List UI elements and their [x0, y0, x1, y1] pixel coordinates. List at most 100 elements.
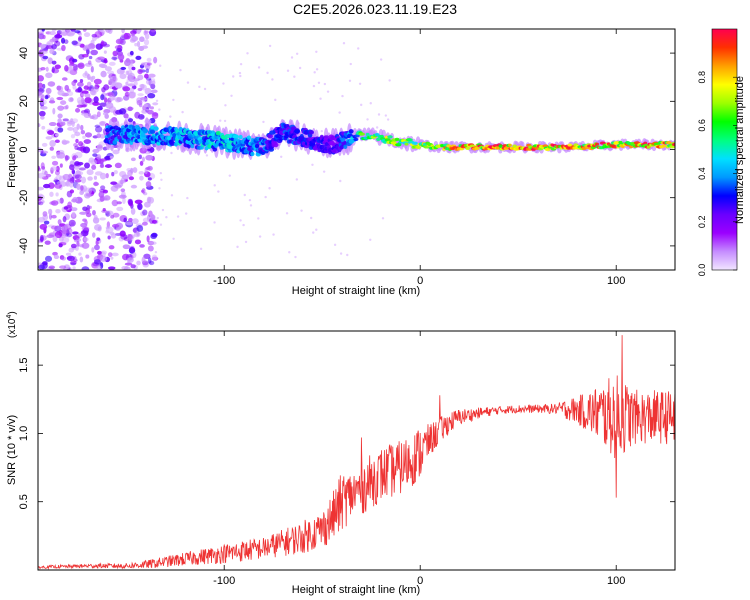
- noise-cell: [45, 87, 52, 95]
- noise-cell: [78, 32, 83, 36]
- noise-cell: [121, 265, 129, 270]
- noise-cell: [72, 126, 79, 134]
- noise-cell: [59, 197, 64, 204]
- noise-cell: [53, 254, 60, 260]
- noise-cell: [95, 43, 103, 50]
- noise-cell: [158, 187, 161, 190]
- noise-cell: [134, 239, 142, 245]
- noise-cell: [110, 256, 114, 260]
- ridge-cell: [613, 140, 620, 145]
- noise-cell: [145, 77, 152, 81]
- spectrogram-xtick-label: 0: [417, 275, 423, 287]
- noise-cell: [272, 233, 275, 236]
- noise-cell: [42, 261, 48, 266]
- noise-cell: [49, 140, 56, 147]
- noise-cell: [142, 209, 148, 216]
- noise-cell: [97, 56, 106, 61]
- noise-cell: [132, 167, 138, 173]
- noise-cell: [79, 211, 88, 215]
- noise-cell: [106, 70, 115, 75]
- noise-cell: [54, 139, 60, 144]
- noise-cell: [38, 198, 42, 205]
- noise-cell: [103, 97, 108, 104]
- noise-cell: [97, 105, 103, 111]
- snr-multiplier-exp: 4: [6, 315, 13, 319]
- noise-cell: [45, 66, 49, 72]
- snr-multiplier-base: (x10: [7, 318, 18, 338]
- noise-cell: [86, 48, 90, 55]
- figure-title: C2E5.2026.023.11.19.E23: [293, 1, 457, 17]
- noise-cell: [51, 214, 57, 219]
- noise-cell: [54, 34, 63, 39]
- noise-cell: [76, 104, 84, 108]
- noise-cell: [223, 119, 227, 123]
- noise-cell: [71, 40, 78, 45]
- noise-cell: [64, 29, 70, 33]
- noise-cell: [320, 129, 323, 133]
- noise-cell: [112, 212, 120, 218]
- noise-cell: [55, 209, 61, 214]
- noise-cell: [141, 45, 149, 49]
- noise-cell: [118, 236, 124, 242]
- spectrogram-ytick-label: 20: [18, 95, 30, 107]
- noise-cell: [48, 31, 56, 36]
- noise-cell: [69, 65, 74, 71]
- noise-cell: [82, 104, 87, 108]
- noise-cell: [142, 98, 148, 103]
- snr-series-line: [38, 335, 675, 570]
- noise-cell: [262, 120, 265, 124]
- snr-multiplier-close: ): [7, 311, 18, 314]
- noise-cell: [145, 181, 152, 188]
- spectrogram-panel: -100 0 100 40 20 0 -20 -40 Height of straight l…: [6, 28, 676, 297]
- noise-cell: [141, 156, 145, 162]
- noise-cell: [70, 29, 76, 32]
- noise-cell: [38, 82, 43, 89]
- noise-cell: [315, 68, 319, 71]
- noise-cell: [342, 41, 346, 45]
- noise-cell: [156, 216, 159, 220]
- noise-cell: [139, 244, 145, 248]
- noise-cell: [77, 62, 85, 69]
- noise-cell: [349, 62, 352, 66]
- noise-cell: [40, 97, 44, 102]
- noise-cell: [176, 215, 180, 218]
- noise-cell: [132, 29, 138, 34]
- noise-cell: [88, 55, 93, 60]
- noise-cell: [128, 217, 133, 223]
- noise-cell: [38, 92, 44, 99]
- noise-cell: [127, 72, 135, 79]
- ridge-cell: [379, 134, 384, 139]
- noise-cell: [323, 82, 327, 86]
- noise-cell: [60, 37, 66, 44]
- noise-cell: [290, 56, 294, 59]
- snr-ytick-label: 1.0: [18, 426, 30, 441]
- noise-cell: [150, 29, 157, 33]
- noise-cell: [76, 240, 80, 248]
- spectrogram-ytick-label: 40: [18, 47, 30, 59]
- noise-cell: [136, 99, 143, 106]
- noise-cell: [64, 140, 70, 144]
- noise-cell: [294, 255, 297, 259]
- noise-cell: [315, 228, 318, 231]
- noise-cell: [135, 55, 142, 60]
- noise-cell: [90, 76, 94, 82]
- noise-cell: [155, 99, 159, 102]
- noise-cell: [71, 118, 79, 124]
- ridge-cell: [394, 137, 400, 141]
- noise-cell: [105, 92, 112, 96]
- noise-cell: [38, 88, 44, 92]
- noise-cell: [82, 218, 87, 222]
- noise-cell: [40, 67, 46, 71]
- noise-cell: [268, 187, 271, 190]
- noise-cell: [257, 217, 260, 220]
- noise-cell: [43, 183, 51, 189]
- ridge-cell: [215, 130, 221, 136]
- noise-cell: [238, 71, 242, 75]
- noise-cell: [288, 251, 291, 254]
- noise-cell: [149, 106, 154, 110]
- noise-cell: [145, 154, 154, 161]
- noise-cell: [136, 260, 141, 266]
- noise-cell: [45, 72, 53, 79]
- noise-cell: [286, 69, 290, 72]
- noise-cell: [160, 178, 163, 181]
